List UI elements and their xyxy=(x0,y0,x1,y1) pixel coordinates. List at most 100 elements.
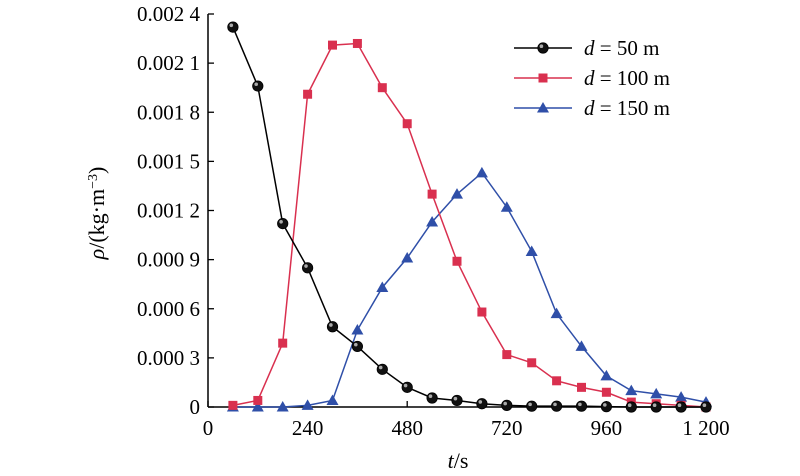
marker-body xyxy=(401,381,413,393)
data-point xyxy=(402,119,412,129)
y-tick-label: 0.000 9 xyxy=(137,248,200,272)
marker-body xyxy=(537,42,549,54)
y-tick-label: 0 xyxy=(190,395,201,419)
data-point xyxy=(526,400,538,412)
data-point xyxy=(575,400,588,412)
data-point xyxy=(675,401,687,413)
data-point xyxy=(401,251,414,263)
marker-body xyxy=(600,401,613,413)
x-tick-label: 0 xyxy=(203,416,214,440)
data-point xyxy=(577,382,586,392)
data-point xyxy=(625,401,637,413)
data-point xyxy=(251,401,264,412)
marker-highlight xyxy=(279,220,283,224)
data-point xyxy=(401,381,413,393)
legend-marker xyxy=(538,73,548,83)
data-point xyxy=(601,387,611,397)
marker-body xyxy=(351,340,363,353)
y-tick-label: 0.001 8 xyxy=(137,100,200,124)
data-point xyxy=(600,369,613,381)
data-point xyxy=(227,21,239,33)
data-point xyxy=(700,401,712,413)
series-line xyxy=(232,171,707,408)
marker-body xyxy=(376,363,388,375)
data-point xyxy=(326,321,339,333)
y-axis-title: ρ/(kg·m−3) xyxy=(84,167,109,261)
marker-body xyxy=(227,21,239,33)
data-point xyxy=(600,401,613,413)
data-point xyxy=(452,256,462,266)
marker-highlight xyxy=(528,402,532,407)
legend-marker xyxy=(537,102,549,113)
y-tick-label: 0.002 4 xyxy=(137,2,201,26)
marker-highlight xyxy=(304,264,308,268)
legend-label: d = 50 m xyxy=(584,36,659,60)
data-point xyxy=(502,350,512,360)
data-point xyxy=(376,281,389,292)
data-point xyxy=(278,338,288,348)
x-tick-label: 480 xyxy=(391,416,423,440)
legend-label: d = 150 m xyxy=(584,96,670,120)
marker-body xyxy=(675,401,687,413)
legend-marker xyxy=(537,42,549,54)
marker-body xyxy=(451,394,463,407)
marker-highlight xyxy=(652,403,657,408)
marker-body xyxy=(476,398,488,410)
data-point xyxy=(252,80,264,92)
y-tick-label: 0.002 1 xyxy=(137,51,200,75)
y-tick-label: 0.001 2 xyxy=(137,199,200,223)
data-point xyxy=(650,401,662,413)
marker-highlight xyxy=(378,365,383,370)
x-tick-label: 1 200 xyxy=(682,416,729,440)
data-point xyxy=(301,399,314,410)
data-point xyxy=(451,394,463,407)
marker-highlight xyxy=(677,403,682,408)
marker-highlight xyxy=(539,44,544,48)
marker-highlight xyxy=(229,23,234,28)
data-point xyxy=(501,399,513,411)
y-ticks: 0 0.000 3 0.000 6 0.000 9 0.001 2 0.001 5 0.00… xyxy=(137,2,214,419)
x-axis-title: t/s xyxy=(448,448,469,473)
data-point xyxy=(351,324,364,335)
data-point xyxy=(575,340,588,351)
marker-highlight xyxy=(578,402,582,407)
marker-highlight xyxy=(503,401,508,406)
data-point xyxy=(525,245,538,256)
marker-body xyxy=(550,400,563,412)
data-point xyxy=(650,387,663,399)
y-tick-label: 0.001 5 xyxy=(137,149,200,173)
marker-highlight xyxy=(453,396,458,401)
series-1 xyxy=(227,21,712,413)
data-point xyxy=(675,391,688,402)
marker-body xyxy=(326,321,339,333)
marker-body xyxy=(277,218,289,230)
data-point xyxy=(326,394,339,405)
marker-body xyxy=(526,400,538,412)
data-point xyxy=(376,363,388,375)
data-point xyxy=(377,83,387,93)
marker-body xyxy=(700,401,712,413)
legend-item-2: d = 100 m xyxy=(514,66,670,90)
data-point xyxy=(451,188,463,199)
data-point xyxy=(476,398,488,410)
marker-body xyxy=(301,262,314,274)
legend: d = 50 m d = 100 m d = 150 m xyxy=(514,36,670,120)
data-point xyxy=(527,358,537,368)
data-point xyxy=(228,400,238,410)
marker-highlight xyxy=(428,394,433,398)
data-point xyxy=(253,395,263,405)
data-point xyxy=(426,392,438,404)
y-tick-label: 0.000 3 xyxy=(137,346,200,370)
marker-highlight xyxy=(254,82,258,87)
data-point xyxy=(550,400,563,412)
x-tick-label: 720 xyxy=(491,416,523,440)
series-2 xyxy=(228,38,711,412)
data-point xyxy=(500,201,513,212)
y-tick-label: 0.000 6 xyxy=(137,297,200,321)
marker-body xyxy=(426,392,438,404)
data-point xyxy=(277,218,289,230)
data-point xyxy=(352,38,362,48)
marker-highlight xyxy=(354,342,358,347)
marker-highlight xyxy=(627,403,632,408)
